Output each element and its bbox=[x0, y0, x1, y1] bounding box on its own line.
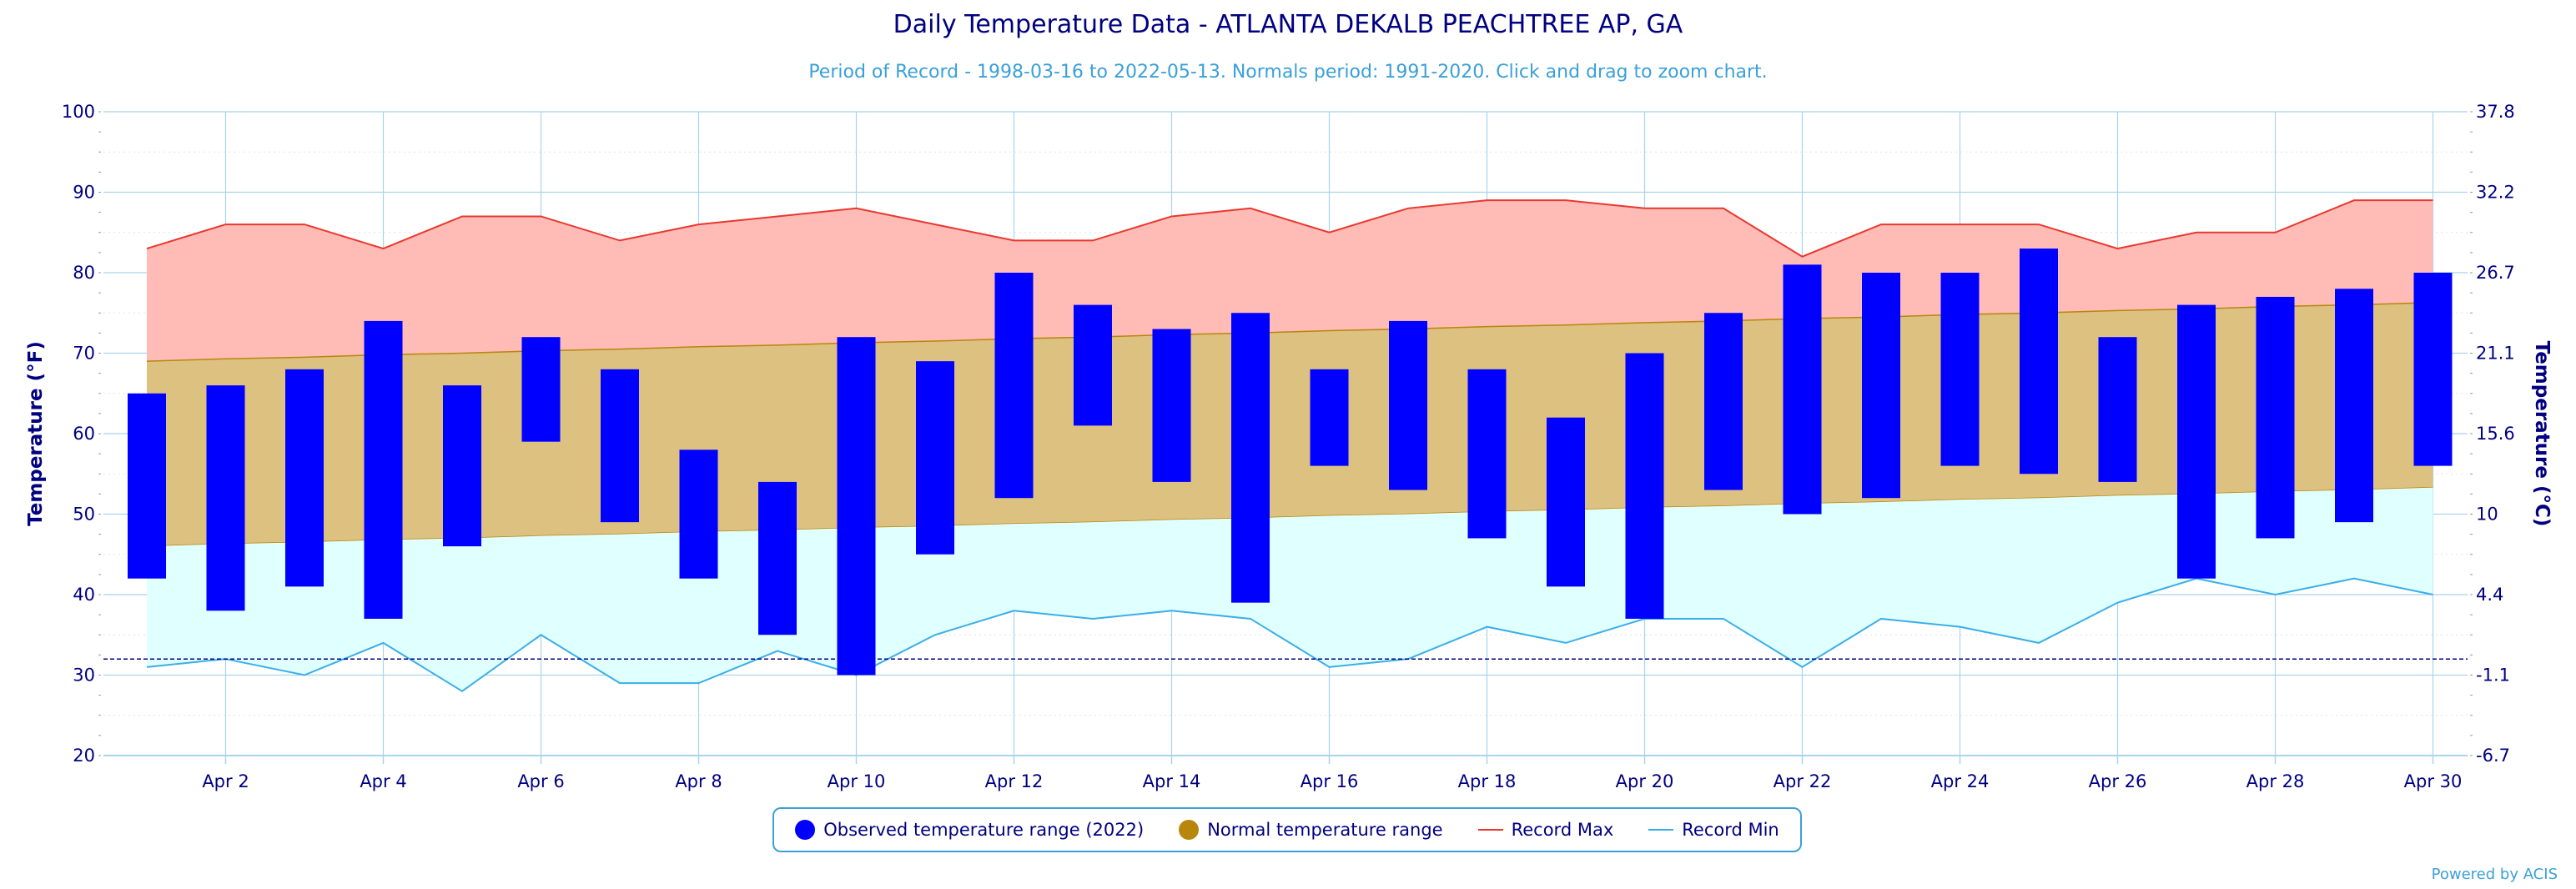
observed-bar[interactable] bbox=[994, 273, 1034, 499]
credits-link[interactable]: Powered by ACIS bbox=[2431, 866, 2558, 883]
observed-bar[interactable] bbox=[285, 369, 324, 587]
legend-item-observed[interactable]: Observed temperature range (2022) bbox=[795, 820, 1144, 840]
x-tick-label: Apr 30 bbox=[2404, 771, 2463, 791]
y-tick-label: 40 bbox=[73, 585, 95, 605]
y-right-tick-label: 37.8 bbox=[2476, 102, 2515, 122]
observed-bars bbox=[128, 249, 2453, 676]
axis-labels: 20 30 40 50 60 70 80 90 100 -6.7 -1.1 4.4 10 15.6 21.1… bbox=[25, 102, 2553, 791]
normal-band bbox=[147, 302, 2433, 547]
y-tick-label: 60 bbox=[73, 424, 95, 444]
legend: Observed temperature range (2022) Normal… bbox=[772, 807, 1802, 852]
observed-bar[interactable] bbox=[1940, 273, 1980, 466]
observed-bar[interactable] bbox=[2256, 296, 2295, 539]
record-max-area bbox=[146, 199, 2433, 362]
record-min-area bbox=[146, 487, 2433, 692]
record-max-legend-symbol bbox=[1477, 829, 1503, 831]
x-tick-label: Apr 10 bbox=[828, 771, 886, 791]
observed-bar[interactable] bbox=[1547, 417, 1585, 587]
chart-subtitle: Period of Record - 1998-03-16 to 2022-05… bbox=[808, 62, 1768, 83]
observed-bar[interactable] bbox=[1625, 353, 1664, 619]
observed-bar[interactable] bbox=[1862, 273, 1900, 499]
observed-bar[interactable] bbox=[2413, 273, 2453, 466]
observed-bar[interactable] bbox=[2020, 249, 2058, 475]
y-tick-label: 30 bbox=[73, 665, 95, 686]
x-tick-label: Apr 8 bbox=[675, 771, 722, 791]
record-min-line bbox=[146, 577, 2433, 692]
y-right-axis-title: Temperature (°C) bbox=[2531, 341, 2553, 527]
y-axis-title: Temperature (°F) bbox=[25, 341, 47, 526]
observed-bar[interactable] bbox=[128, 393, 166, 579]
observed-bar[interactable] bbox=[1231, 313, 1270, 603]
axes bbox=[98, 111, 2473, 764]
observed-bar[interactable] bbox=[679, 450, 718, 579]
record-max-band bbox=[147, 200, 2433, 362]
y-tick-label: 80 bbox=[73, 263, 95, 283]
legend-item-normal[interactable]: Normal temperature range bbox=[1179, 820, 1443, 840]
observed-bar[interactable] bbox=[758, 481, 797, 635]
observed-bar[interactable] bbox=[1389, 320, 1427, 490]
x-tick-label: Apr 12 bbox=[985, 771, 1044, 791]
record-max-line bbox=[146, 199, 2433, 258]
observed-bar[interactable] bbox=[1310, 369, 1349, 466]
y-right-tick-label: 21.1 bbox=[2476, 344, 2515, 364]
y-right-tick-label: -1.1 bbox=[2476, 665, 2510, 686]
observed-bar[interactable] bbox=[2098, 337, 2137, 482]
legend-item-record-max[interactable]: Record Max bbox=[1477, 820, 1614, 840]
x-tick-label: Apr 4 bbox=[360, 771, 406, 791]
observed-bar[interactable] bbox=[521, 337, 561, 442]
observed-bar[interactable] bbox=[1152, 329, 1191, 482]
observed-bar[interactable] bbox=[601, 369, 639, 523]
x-tick-label: Apr 14 bbox=[1143, 771, 1201, 791]
x-tick-label: Apr 28 bbox=[2246, 771, 2305, 791]
observed-bar[interactable] bbox=[206, 385, 245, 611]
legend-label-record-max: Record Max bbox=[1511, 820, 1614, 840]
x-tick-label: Apr 26 bbox=[2089, 771, 2147, 791]
x-tick-label: Apr 16 bbox=[1301, 771, 1359, 791]
x-tick-label: Apr 2 bbox=[202, 771, 249, 791]
normal-legend-symbol bbox=[1179, 820, 1200, 840]
observed-bar[interactable] bbox=[1704, 313, 1743, 490]
legend-label-observed: Observed temperature range (2022) bbox=[823, 820, 1145, 840]
y-right-tick-label: 15.6 bbox=[2476, 424, 2515, 444]
observed-bar[interactable] bbox=[2177, 304, 2216, 579]
record-min-legend-symbol bbox=[1648, 829, 1674, 831]
y-tick-label: 20 bbox=[73, 746, 95, 766]
observed-bar[interactable] bbox=[837, 337, 876, 676]
x-tick-label: Apr 24 bbox=[1931, 771, 1990, 791]
y-right-tick-label: 26.7 bbox=[2476, 263, 2515, 283]
legend-item-record-min[interactable]: Record Min bbox=[1648, 820, 1779, 840]
x-tick-label: Apr 6 bbox=[517, 771, 564, 791]
observed-legend-symbol bbox=[795, 820, 816, 840]
y-right-tick-label: 10 bbox=[2476, 505, 2498, 525]
observed-bar[interactable] bbox=[916, 361, 954, 555]
y-tick-label: 70 bbox=[73, 344, 95, 364]
chart-title: Daily Temperature Data - ATLANTA DEKALB … bbox=[893, 10, 1683, 39]
observed-bar[interactable] bbox=[2335, 289, 2373, 523]
y-right-tick-label: -6.7 bbox=[2476, 746, 2510, 766]
x-tick-label: Apr 20 bbox=[1616, 771, 1674, 791]
observed-bar[interactable] bbox=[1074, 304, 1112, 426]
observed-bar[interactable] bbox=[1783, 264, 1822, 515]
observed-bar[interactable] bbox=[1467, 369, 1507, 539]
x-tick-label: Apr 18 bbox=[1458, 771, 1517, 791]
legend-label-normal: Normal temperature range bbox=[1207, 820, 1443, 840]
y-tick-label: 100 bbox=[62, 102, 95, 122]
x-tick-label: Apr 22 bbox=[1774, 771, 1832, 791]
y-right-tick-label: 32.2 bbox=[2476, 183, 2515, 203]
y-right-tick-label: 4.4 bbox=[2476, 585, 2503, 605]
record-min-band bbox=[147, 487, 2433, 691]
legend-label-record-min: Record Min bbox=[1682, 820, 1779, 840]
observed-bar[interactable] bbox=[443, 385, 481, 547]
y-tick-label: 50 bbox=[73, 505, 95, 525]
y-tick-label: 90 bbox=[73, 183, 95, 203]
observed-bar[interactable] bbox=[364, 320, 403, 619]
